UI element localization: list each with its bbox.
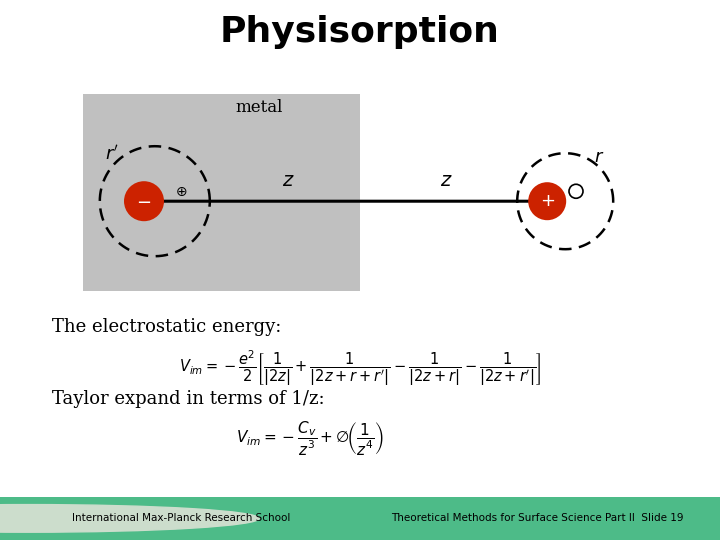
Text: $-$: $-$ bbox=[136, 192, 152, 210]
Ellipse shape bbox=[569, 184, 583, 198]
Text: Theoretical Methods for Surface Science Part II  Slide 19: Theoretical Methods for Surface Science … bbox=[392, 514, 684, 523]
Text: $V_{im} = -\dfrac{e^2}{2}\left[\dfrac{1}{|2z|} + \dfrac{1}{|2z+r+r'|} - \dfrac{1: $V_{im} = -\dfrac{e^2}{2}\left[\dfrac{1}… bbox=[179, 348, 541, 388]
Text: $\oplus$: $\oplus$ bbox=[175, 185, 188, 199]
Bar bbox=[83, 94, 360, 291]
Text: International Max-Planck Research School: International Max-Planck Research School bbox=[72, 514, 290, 523]
Circle shape bbox=[0, 504, 259, 532]
Text: $z$: $z$ bbox=[440, 172, 453, 190]
Text: metal: metal bbox=[235, 99, 283, 116]
Ellipse shape bbox=[124, 181, 164, 221]
Text: $z$: $z$ bbox=[282, 172, 294, 190]
Text: $+$: $+$ bbox=[539, 192, 555, 210]
Text: The electrostatic energy:: The electrostatic energy: bbox=[52, 318, 282, 336]
Text: Taylor expand in terms of 1/z:: Taylor expand in terms of 1/z: bbox=[52, 390, 325, 408]
Text: $r$: $r$ bbox=[594, 148, 604, 166]
Text: $r'$: $r'$ bbox=[105, 145, 118, 164]
Text: Physisorption: Physisorption bbox=[220, 15, 500, 49]
Ellipse shape bbox=[528, 182, 566, 220]
Text: $V_{im} = -\dfrac{C_v}{z^3} + \emptyset\!\left(\dfrac{1}{z^4}\right)$: $V_{im} = -\dfrac{C_v}{z^3} + \emptyset\… bbox=[235, 420, 384, 458]
